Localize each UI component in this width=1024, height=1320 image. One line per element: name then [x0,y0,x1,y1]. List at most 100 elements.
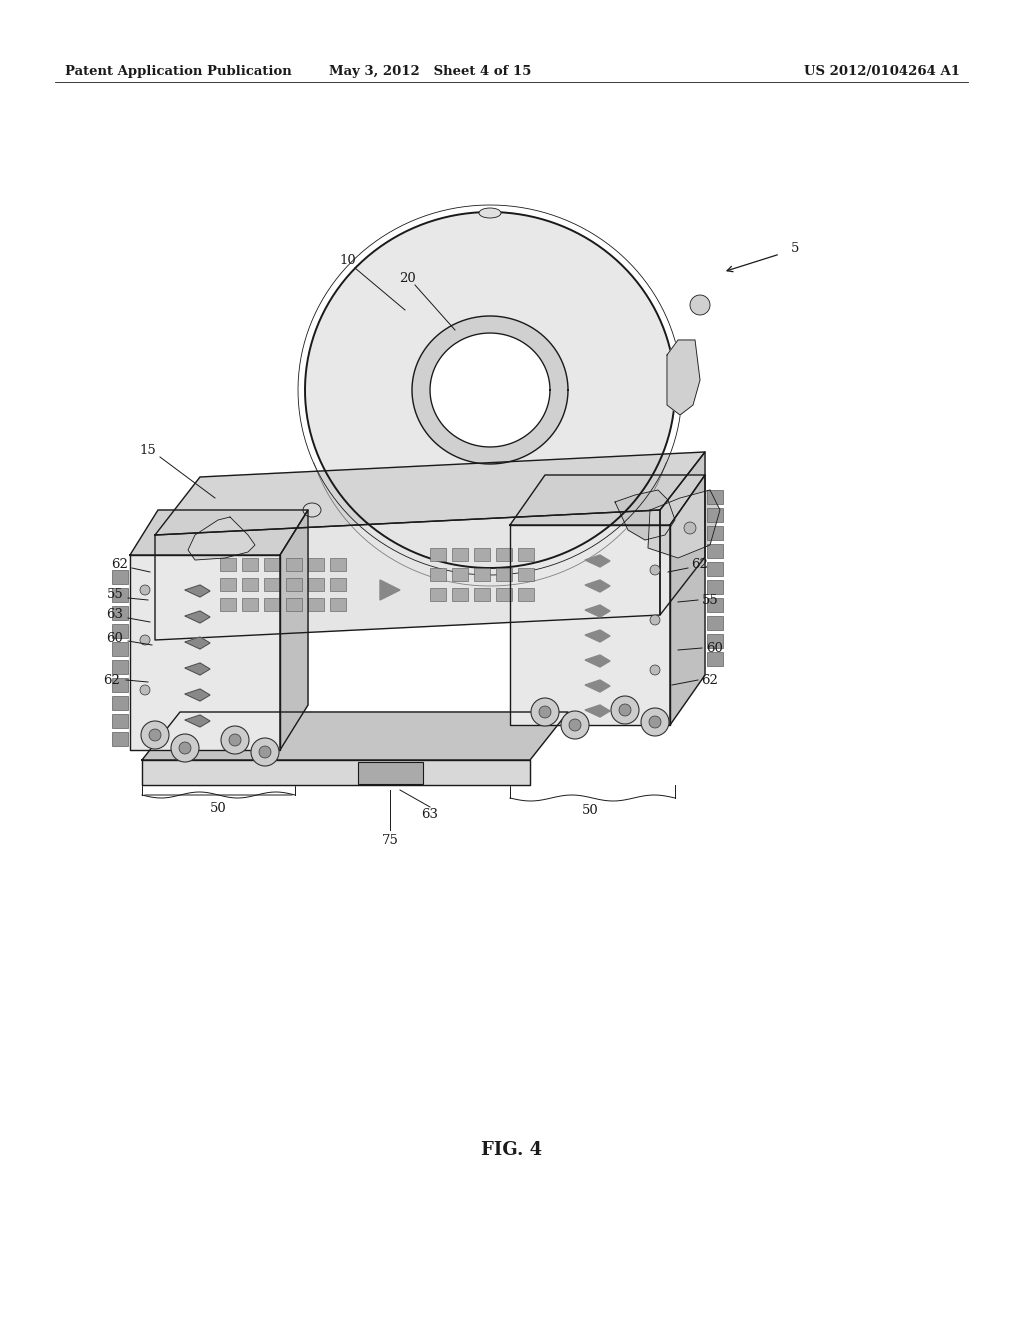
Polygon shape [585,680,610,692]
Bar [330,578,346,591]
Text: 62: 62 [103,673,121,686]
Text: 63: 63 [106,609,124,622]
Circle shape [561,711,589,739]
Circle shape [690,294,710,315]
Bar [452,548,468,561]
Circle shape [221,726,249,754]
Polygon shape [185,585,210,597]
Bar [518,548,534,561]
Bar [112,642,128,656]
Circle shape [650,565,660,576]
Bar [707,598,723,612]
Bar [707,616,723,630]
Polygon shape [185,638,210,649]
Bar [430,568,446,581]
Text: 75: 75 [382,833,398,846]
Bar [496,568,512,581]
Bar [112,570,128,583]
Polygon shape [155,451,705,535]
Polygon shape [585,705,610,717]
Text: 63: 63 [422,808,438,821]
Polygon shape [188,517,255,560]
Polygon shape [670,475,705,725]
Text: 10: 10 [340,253,356,267]
Polygon shape [130,510,308,554]
Bar [430,587,446,601]
Text: May 3, 2012   Sheet 4 of 15: May 3, 2012 Sheet 4 of 15 [329,66,531,78]
Polygon shape [142,711,568,760]
Text: Patent Application Publication: Patent Application Publication [65,66,292,78]
Circle shape [531,698,559,726]
Bar [308,598,324,611]
Bar [242,558,258,572]
Circle shape [140,585,150,595]
Polygon shape [667,341,700,414]
Circle shape [141,721,169,748]
Bar [496,587,512,601]
Polygon shape [130,554,280,750]
Circle shape [171,734,199,762]
Bar [308,558,324,572]
Ellipse shape [479,209,501,218]
Bar [518,568,534,581]
Text: 60: 60 [106,631,124,644]
Circle shape [259,746,271,758]
Bar [112,733,128,746]
Bar [220,558,236,572]
Bar [264,598,280,611]
Polygon shape [585,554,610,568]
Polygon shape [585,579,610,591]
Circle shape [251,738,279,766]
Circle shape [569,719,581,731]
Bar [112,624,128,638]
Bar [242,578,258,591]
Polygon shape [185,611,210,623]
Bar [286,558,302,572]
Bar [707,508,723,521]
Bar [330,598,346,611]
Bar [707,652,723,667]
Bar [112,606,128,620]
Circle shape [140,635,150,645]
Text: 60: 60 [707,642,723,655]
Ellipse shape [303,503,321,517]
Circle shape [649,715,662,729]
Text: 55: 55 [701,594,719,606]
Polygon shape [660,451,705,615]
Bar [264,578,280,591]
Polygon shape [185,715,210,727]
Circle shape [641,708,669,737]
Polygon shape [585,630,610,642]
Polygon shape [585,655,610,667]
Text: 62: 62 [112,558,128,572]
Circle shape [150,729,161,741]
Bar [452,587,468,601]
Bar [308,578,324,591]
Polygon shape [280,510,308,750]
Polygon shape [185,689,210,701]
Circle shape [618,704,631,715]
Bar [242,598,258,611]
Polygon shape [380,579,400,601]
Circle shape [229,734,241,746]
Bar [286,598,302,611]
Bar [452,568,468,581]
Polygon shape [510,525,670,725]
Polygon shape [185,663,210,675]
Circle shape [684,521,696,535]
Bar [518,587,534,601]
Text: 20: 20 [399,272,417,285]
Polygon shape [430,333,550,447]
Bar [220,598,236,611]
Polygon shape [155,510,660,640]
Bar [264,558,280,572]
Bar [220,578,236,591]
Text: 50: 50 [210,801,226,814]
Bar [112,678,128,692]
Text: 50: 50 [582,804,598,817]
Text: 55: 55 [106,589,123,602]
Bar [112,587,128,602]
Circle shape [179,742,191,754]
Bar [112,696,128,710]
Polygon shape [510,475,705,525]
